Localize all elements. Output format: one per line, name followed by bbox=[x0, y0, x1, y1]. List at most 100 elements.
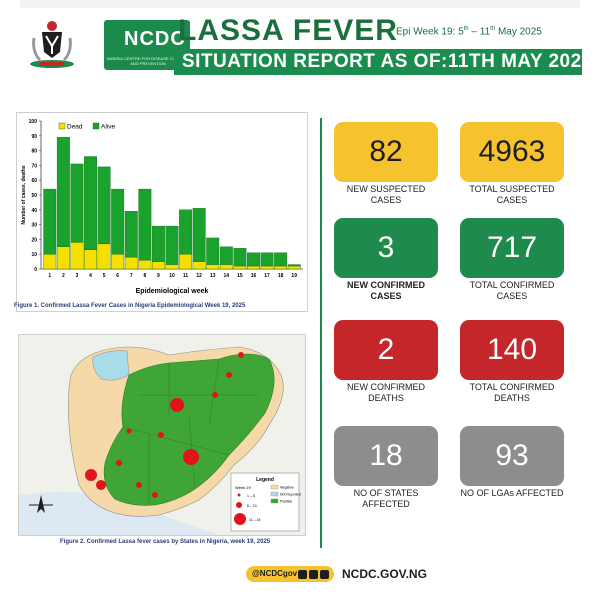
case-bubble bbox=[183, 449, 199, 465]
social-handle-pill[interactable]: @NCDCgov bbox=[246, 566, 334, 582]
bar-alive-week-19 bbox=[287, 264, 301, 267]
stat-card: 2 bbox=[334, 320, 438, 380]
bar-alive-week-1 bbox=[43, 188, 57, 255]
x-tick-label: 3 bbox=[76, 273, 79, 279]
y-tick-label: 40 bbox=[31, 208, 37, 214]
bar-alive-week-4 bbox=[84, 156, 97, 250]
stat-value: 2 bbox=[377, 333, 395, 366]
case-bubble bbox=[238, 352, 244, 358]
case-bubble bbox=[170, 398, 184, 412]
stat-card: 4963 bbox=[460, 122, 564, 182]
bar-dead-week-6 bbox=[111, 253, 125, 270]
instagram-icon[interactable] bbox=[320, 570, 329, 579]
stat-value: 140 bbox=[486, 333, 538, 366]
y-tick-label: 60 bbox=[31, 178, 37, 184]
stat-value: 18 bbox=[369, 439, 403, 472]
bar-dead-week-19 bbox=[287, 265, 301, 270]
case-bubble bbox=[212, 392, 218, 398]
bar-alive-week-2 bbox=[56, 137, 70, 247]
x-tick-label: 6 bbox=[116, 273, 119, 279]
y-tick-label: 90 bbox=[31, 134, 37, 140]
vertical-divider bbox=[320, 118, 322, 548]
map-container: Legend Week 19 1 – 5 6 – 10 11 – 15 Nega… bbox=[18, 334, 306, 536]
nigeria-map: Legend Week 19 1 – 5 6 – 10 11 – 15 Nega… bbox=[19, 335, 305, 535]
social-handle: @NCDCgov bbox=[252, 569, 298, 578]
map-legend: Legend Week 19 1 – 5 6 – 10 11 – 15 Nega… bbox=[230, 472, 301, 532]
stat-label: TOTAL SUSPECTED CASES bbox=[469, 184, 555, 205]
x-tick-label: 5 bbox=[103, 273, 106, 279]
stat-card: 3 bbox=[334, 218, 438, 278]
stat-card: 82 bbox=[334, 122, 438, 182]
y-tick-label: 30 bbox=[31, 223, 37, 229]
bar-dead-week-15 bbox=[233, 265, 247, 270]
bar-dead-week-9 bbox=[151, 261, 165, 270]
chart-container: 0 10 20 30 40 50 60 70 80 90 100 1 2 3 4 5 6 7 8 9 10 11 12 13 1… bbox=[16, 112, 308, 312]
map-legend-positive: Positive bbox=[280, 500, 292, 504]
bar-dead-week-1 bbox=[43, 253, 57, 270]
stat-label: NO OF LGAs AFFECTED bbox=[460, 488, 564, 498]
map-legend-bubble-3: 11 – 15 bbox=[249, 518, 260, 522]
footer: @NCDCgov NCDC.GOV.NG bbox=[246, 566, 436, 584]
situation-banner: SITUATION REPORT AS OF:11TH MAY 2025 bbox=[174, 49, 592, 75]
x-tick-label: 15 bbox=[237, 273, 243, 279]
bar-alive-week-9 bbox=[151, 225, 165, 262]
bar-dead-week-18 bbox=[274, 265, 288, 270]
case-bubble bbox=[158, 432, 164, 438]
bar-alive-week-11 bbox=[179, 209, 193, 255]
bar-dead-week-5 bbox=[97, 243, 111, 270]
stat-card: 140 bbox=[460, 320, 564, 380]
stat-label: TOTAL CONFIRMED CASES bbox=[469, 280, 555, 301]
bar-alive-week-7 bbox=[124, 211, 138, 258]
map-legend-not-reported: Not Reported bbox=[280, 493, 301, 497]
case-bubble bbox=[152, 492, 158, 498]
x-axis-label: Epidemiological week bbox=[136, 288, 209, 295]
compass-icon bbox=[29, 495, 53, 513]
ncdc-logo-text: NCDC bbox=[124, 28, 186, 50]
x-tick-label: 1 bbox=[48, 273, 51, 279]
bar-dead-week-16 bbox=[247, 265, 260, 270]
bar-alive-week-16 bbox=[247, 252, 260, 267]
x-icon[interactable] bbox=[309, 570, 318, 579]
stat-value: 4963 bbox=[478, 135, 546, 168]
epi-week-prefix: Epi Week 19: 5 bbox=[396, 26, 464, 38]
epi-week-suffix: May 2025 bbox=[495, 26, 542, 38]
bar-alive-week-18 bbox=[274, 252, 288, 267]
map-region-not-reported bbox=[92, 350, 130, 381]
x-tick-label: 9 bbox=[157, 273, 160, 279]
bar-alive-week-12 bbox=[192, 208, 206, 262]
map-legend-negative: Negative bbox=[280, 486, 294, 490]
x-tick-label: 7 bbox=[130, 273, 133, 279]
stat-label: NO OF STATES AFFECTED bbox=[353, 488, 419, 509]
y-tick-label: 100 bbox=[29, 119, 38, 125]
x-tick-label: 16 bbox=[251, 273, 257, 279]
case-bubble bbox=[96, 480, 106, 490]
map-state-lines bbox=[122, 358, 259, 505]
case-bubble bbox=[136, 482, 142, 488]
stat-value: 82 bbox=[369, 135, 403, 168]
x-tick-label: 12 bbox=[196, 273, 202, 279]
x-tick-label: 14 bbox=[224, 273, 230, 279]
bar-dead-week-10 bbox=[165, 264, 179, 270]
stat-label: NEW CONFIRMED CASES bbox=[347, 280, 425, 301]
bar-dead-week-14 bbox=[219, 264, 233, 270]
y-tick-label: 0 bbox=[34, 267, 37, 273]
page-title: LASSA FEVER bbox=[178, 14, 398, 47]
map-caption: Figure 2. Confirmed Lassa fever cases by… bbox=[60, 539, 271, 545]
bar-dead-week-12 bbox=[192, 261, 206, 270]
map-legend-bubble-2: 6 – 10 bbox=[247, 504, 257, 508]
map-legend-week: Week 19 bbox=[235, 485, 251, 490]
stat-value: 717 bbox=[486, 231, 538, 264]
x-tick-label: 18 bbox=[278, 273, 284, 279]
bar-alive-week-3 bbox=[70, 163, 84, 243]
website-link[interactable]: NCDC.GOV.NG bbox=[342, 567, 427, 581]
bar-dead-week-8 bbox=[138, 259, 152, 270]
x-tick-label: 13 bbox=[210, 273, 216, 279]
x-tick-label: 4 bbox=[89, 273, 92, 279]
bar-alive-week-15 bbox=[233, 248, 247, 267]
stat-value: 3 bbox=[377, 231, 395, 264]
stat-card: 717 bbox=[460, 218, 564, 278]
stat-card: 93 bbox=[460, 426, 564, 486]
bar-alive-week-17 bbox=[260, 252, 274, 267]
facebook-icon[interactable] bbox=[298, 570, 307, 579]
